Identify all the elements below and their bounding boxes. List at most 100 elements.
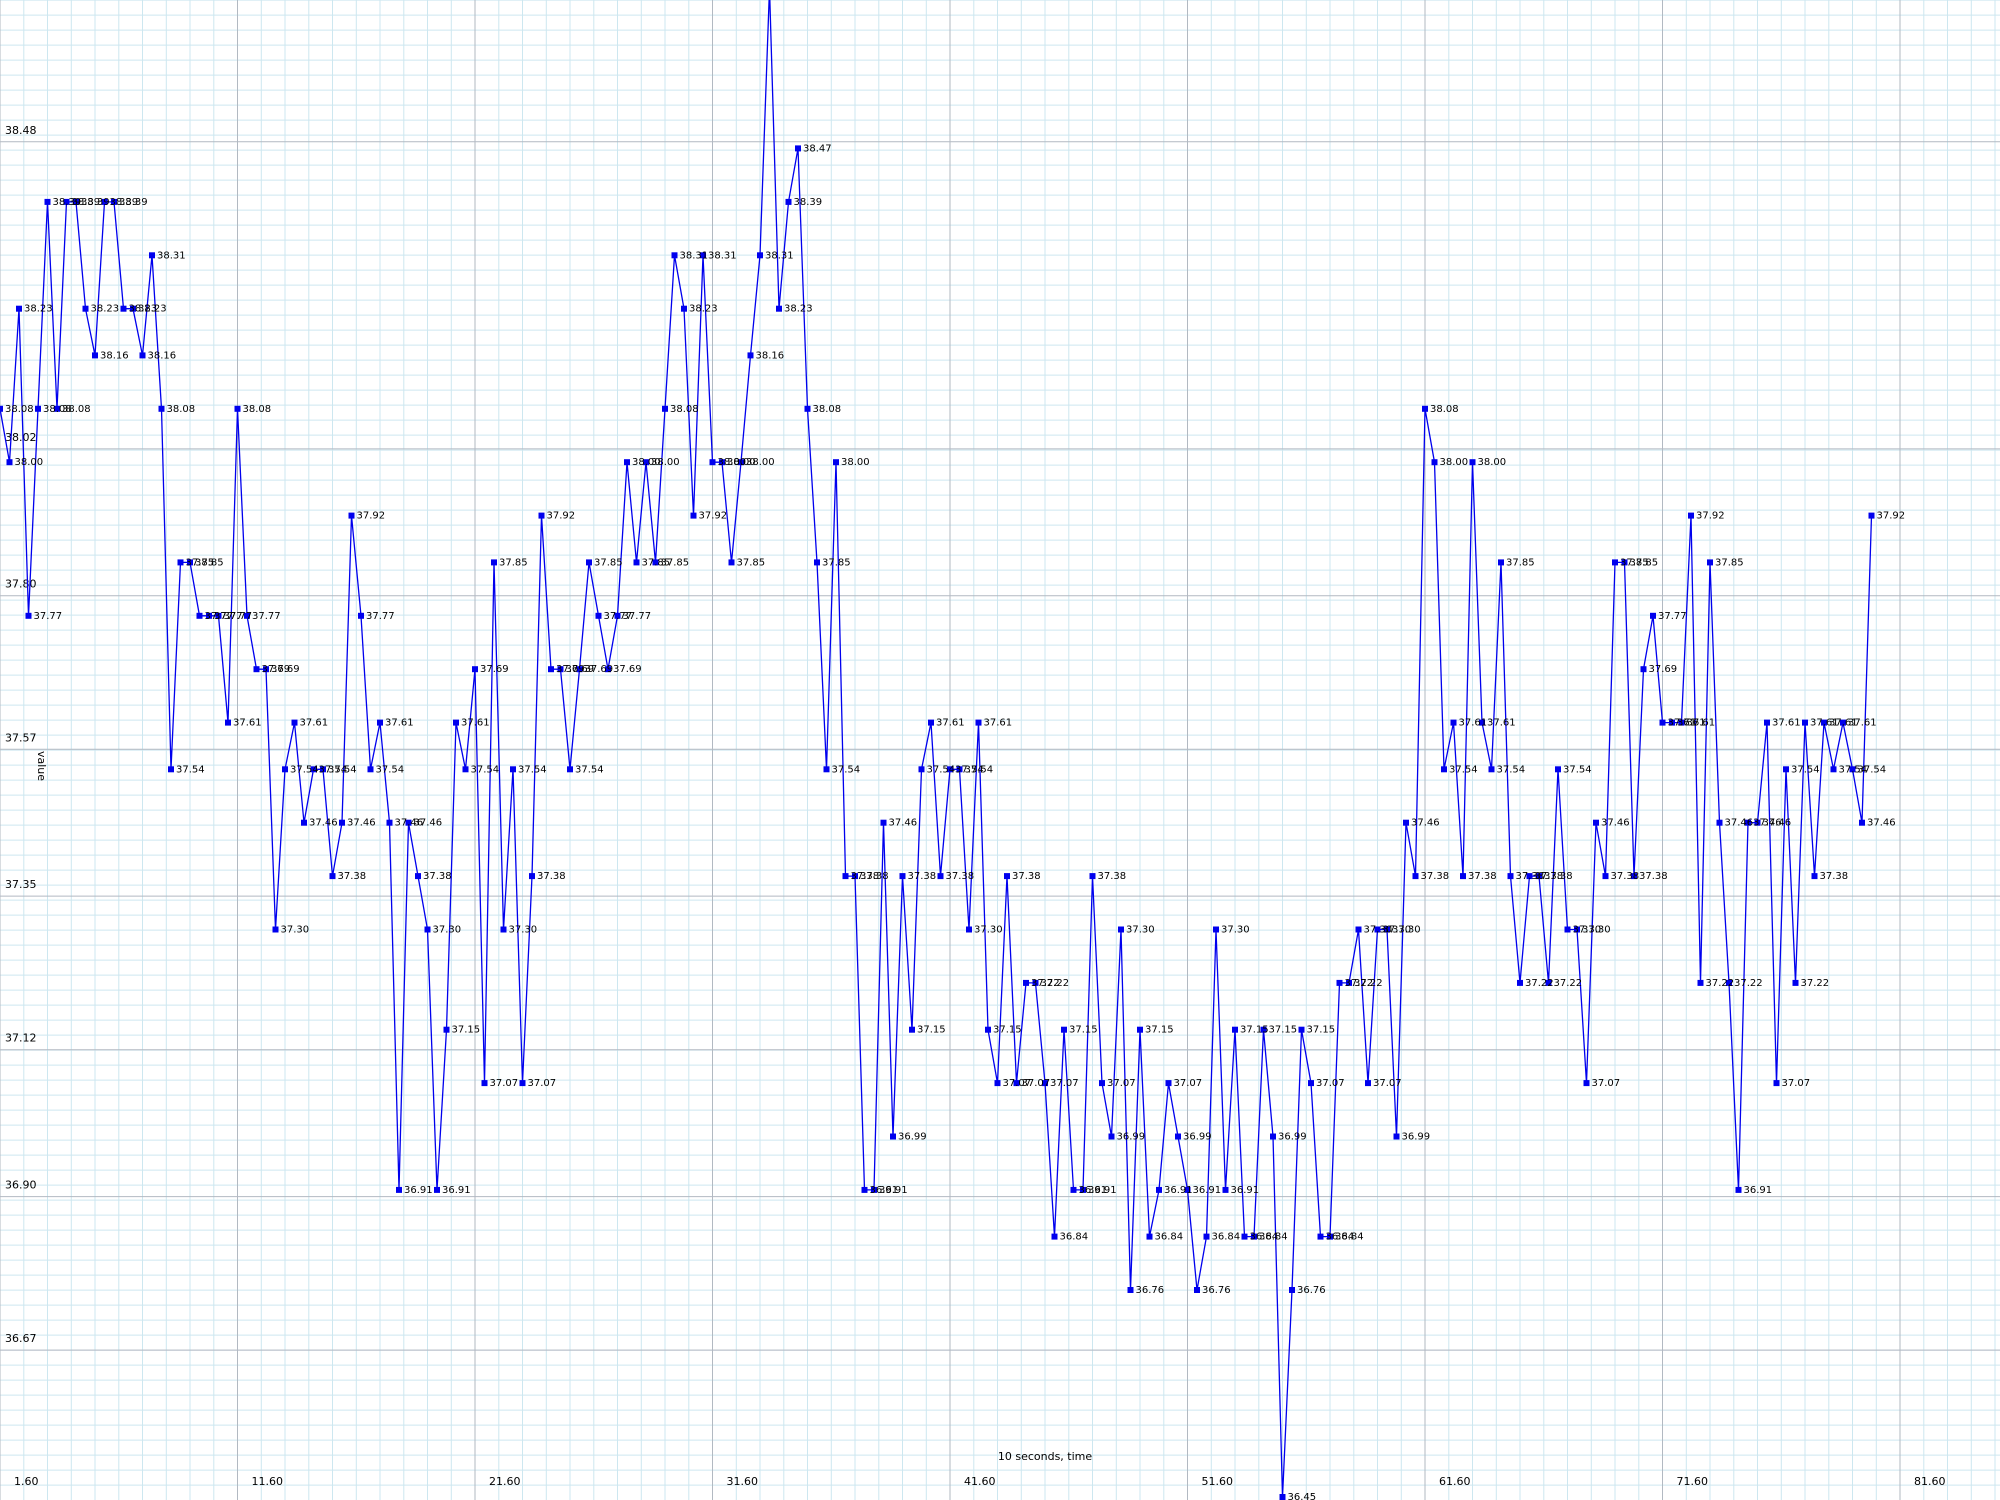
data-label: 37.46 (309, 818, 338, 829)
data-point (358, 612, 364, 619)
data-label: 37.85 (737, 557, 766, 568)
data-point (861, 1186, 868, 1193)
data-label: 37.30 (281, 925, 310, 936)
data-point (462, 766, 469, 773)
data-point (1070, 1186, 1077, 1193)
data-point (1431, 459, 1438, 466)
data-point (833, 459, 839, 466)
data-label: 37.22 (1801, 978, 1830, 989)
data-label: 37.22 (1554, 978, 1583, 989)
data-label: 37.69 (566, 664, 595, 675)
data-label: 37.85 (642, 557, 671, 568)
data-point (301, 819, 307, 826)
data-point (1745, 819, 1751, 826)
data-point (1488, 766, 1495, 773)
data-label: 36.45 (1288, 1492, 1317, 1500)
data-label: 36.99 (1117, 1132, 1146, 1143)
data-label: 37.46 (414, 818, 443, 829)
data-label: 38.08 (5, 404, 34, 415)
data-label: 37.38 (1535, 871, 1564, 882)
data-point (1697, 979, 1704, 986)
data-label: 37.61 (1677, 718, 1706, 729)
data-point (1194, 1287, 1200, 1293)
data-point (225, 719, 231, 726)
data-label: 37.85 (594, 557, 623, 568)
data-label: 37.54 (1858, 764, 1887, 775)
data-point (1004, 873, 1010, 880)
data-label: 38.00 (746, 457, 775, 468)
data-label: 37.54 (1791, 764, 1820, 775)
data-point (158, 405, 165, 412)
data-label: 37.46 (1867, 818, 1896, 829)
data-point (1384, 926, 1390, 933)
data-point (206, 612, 212, 619)
data-point (329, 873, 336, 880)
data-point (652, 559, 659, 566)
data-point (1498, 559, 1504, 566)
data-point (586, 559, 592, 566)
data-label: 37.07 (1174, 1078, 1203, 1089)
data-label: 37.85 (1630, 557, 1659, 568)
data-point (1507, 873, 1514, 880)
data-point (1289, 1287, 1295, 1293)
data-label: 36.91 (870, 1185, 899, 1196)
data-label: 36.91 (1079, 1185, 1108, 1196)
data-label: 38.08 (1430, 404, 1459, 415)
data-label: 37.38 (1820, 871, 1849, 882)
data-point (396, 1186, 402, 1193)
data-label: 37.46 (1601, 818, 1630, 829)
data-point (994, 1080, 1001, 1087)
y-tick-labels: 36.67 36.90 37.12 37.35 37.57 37.80 38.02 38.48 (5, 124, 37, 1345)
data-label: 37.22 (1031, 978, 1060, 989)
data-point (567, 766, 573, 773)
data-label: 37.15 (1145, 1025, 1174, 1036)
y-tick-label: 38.48 (5, 124, 37, 137)
data-point (244, 612, 250, 619)
data-label: 37.77 (224, 611, 253, 622)
data-label: 37.07 (490, 1078, 519, 1089)
data-point (1118, 926, 1124, 933)
data-label: 36.84 (1060, 1232, 1089, 1243)
data-label: 37.92 (699, 511, 728, 522)
data-label: 37.85 (195, 557, 224, 568)
data-label: 36.76 (1136, 1285, 1165, 1296)
data-label: 37.92 (547, 511, 576, 522)
data-point (434, 1186, 440, 1193)
data-point (1612, 559, 1618, 566)
data-point (1393, 1133, 1400, 1140)
data-label: 37.61 (461, 718, 490, 729)
data-point (1374, 926, 1381, 933)
data-point (1792, 979, 1799, 986)
data-label: 36.84 (1259, 1232, 1288, 1243)
data-label: 38.08 (167, 404, 196, 415)
data-label: 38.31 (680, 250, 709, 261)
data-label: 37.54 (955, 764, 984, 775)
data-point (1061, 1026, 1067, 1033)
data-point (1365, 1080, 1371, 1087)
data-point (1821, 719, 1827, 726)
x-tick-label: 61.60 (1439, 1475, 1471, 1488)
data-label: 38.23 (784, 304, 813, 315)
data-label: 37.15 (1307, 1025, 1336, 1036)
data-label: 37.30 (974, 925, 1003, 936)
data-label: 37.22 (1706, 978, 1735, 989)
data-point (709, 459, 716, 466)
data-point (1441, 766, 1447, 773)
data-point (424, 926, 431, 933)
data-point (1099, 1080, 1105, 1087)
data-label: 37.61 (1848, 718, 1877, 729)
data-label: 37.54 (319, 764, 348, 775)
x-tick-label: 11.60 (252, 1475, 284, 1488)
data-label: 37.69 (480, 664, 509, 675)
data-point (1203, 1233, 1210, 1240)
data-label: 38.00 (1440, 457, 1469, 468)
data-label: 37.69 (556, 664, 585, 675)
data-point (196, 612, 203, 619)
data-point (1032, 979, 1039, 986)
data-point (16, 305, 22, 312)
data-point (557, 666, 564, 673)
data-point (367, 766, 374, 773)
data-label: 36.84 (1335, 1232, 1364, 1243)
data-point (728, 559, 735, 566)
data-label: 37.38 (1098, 871, 1127, 882)
